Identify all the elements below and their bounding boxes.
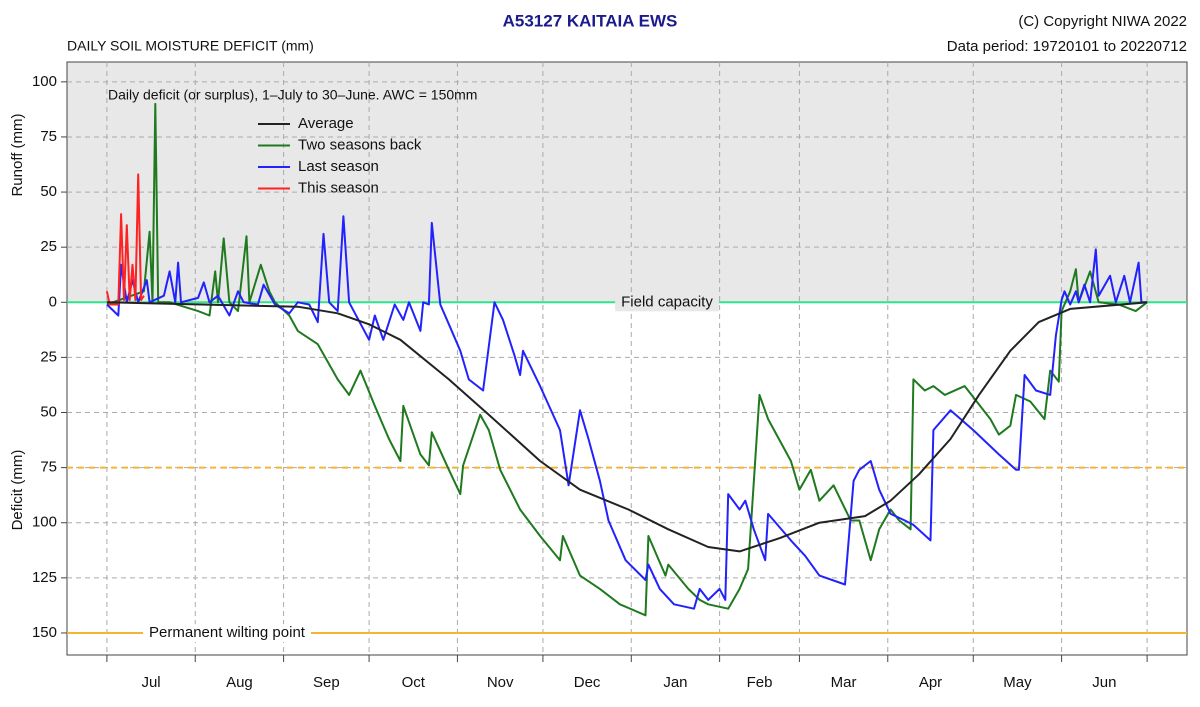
annotation: Daily deficit (or surplus), 1–July to 30… <box>108 87 477 103</box>
x-tick-label: May <box>1003 674 1032 691</box>
y-tick-label: 150 <box>32 624 57 641</box>
data-period: Data period: 19720101 to 20220712 <box>947 38 1187 55</box>
y-axis-label-bottom: Deficit (mm) <box>9 450 26 531</box>
y-axis-label-top: Runoff (mm) <box>9 113 26 196</box>
y-tick-label: 75 <box>40 459 57 476</box>
x-tick-label: Feb <box>747 674 773 691</box>
y-tick-label: 75 <box>40 128 57 145</box>
legend-label: Average <box>298 115 354 132</box>
y-tick-label: 100 <box>32 514 57 531</box>
x-tick-label: Oct <box>402 674 426 691</box>
y-tick-label: 25 <box>40 238 57 255</box>
y-tick-label: 25 <box>40 348 57 365</box>
x-tick-label: Jun <box>1092 674 1116 691</box>
x-tick-label: Nov <box>487 674 514 691</box>
y-tick-label: 125 <box>32 569 57 586</box>
chart-subtitle: DAILY SOIL MOISTURE DEFICIT (mm) <box>67 38 314 54</box>
x-tick-label: Apr <box>919 674 942 691</box>
x-tick-label: Jan <box>663 674 687 691</box>
y-tick-label: 0 <box>49 293 57 310</box>
series-line <box>106 301 1148 553</box>
x-tick-label: Mar <box>831 674 857 691</box>
reference-label-bg <box>143 623 311 642</box>
x-tick-label: Aug <box>226 674 253 691</box>
x-tick-label: Dec <box>574 674 601 691</box>
surplus-region <box>67 62 1187 303</box>
legend-label: This season <box>298 179 379 196</box>
series-line <box>105 173 145 306</box>
x-tick-label: Jul <box>141 674 160 691</box>
reference-label: Permanent wilting point <box>149 624 306 641</box>
legend-label: Two seasons back <box>298 136 422 153</box>
copyright: (C) Copyright NIWA 2022 <box>1018 13 1187 30</box>
y-tick-label: 50 <box>40 183 57 200</box>
chart-title: A53127 KAITAIA EWS <box>503 11 678 30</box>
legend-label: Last season <box>298 158 379 175</box>
x-tick-label: Sep <box>313 674 340 691</box>
reference-label: Field capacity <box>621 293 713 310</box>
series-line <box>106 215 1148 610</box>
reference-label-bg <box>615 293 719 312</box>
y-tick-label: 50 <box>40 403 57 420</box>
y-tick-label: 100 <box>32 73 57 90</box>
